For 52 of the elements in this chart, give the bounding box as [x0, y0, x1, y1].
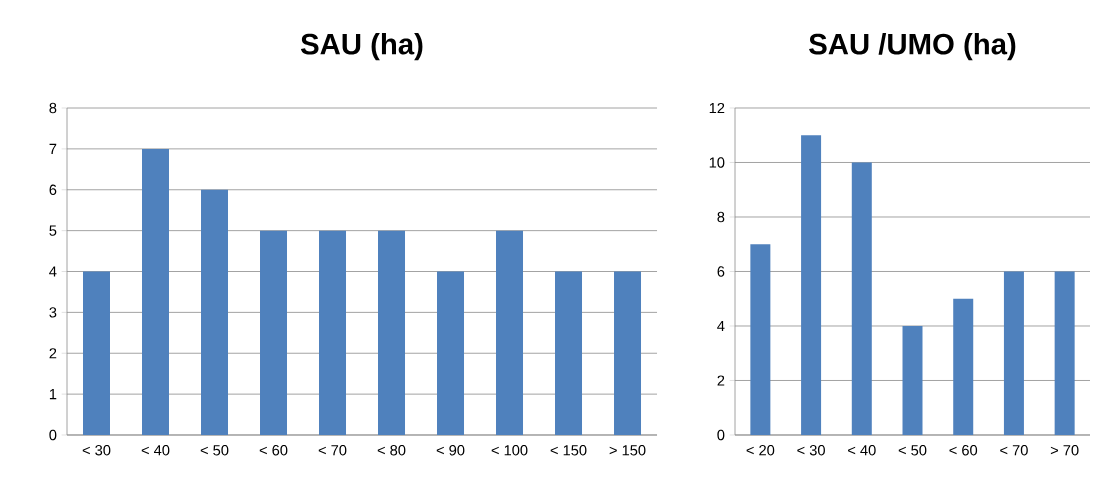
- bar: [1054, 271, 1075, 435]
- x-tick-label: < 40: [141, 445, 170, 456]
- bar: [378, 230, 406, 435]
- bar: [614, 271, 642, 435]
- y-tick-label: 8: [717, 211, 725, 223]
- y-tick-label: 2: [49, 348, 57, 359]
- x-tick-label: < 60: [259, 445, 288, 456]
- x-tick-label: < 100: [491, 445, 528, 456]
- bar: [750, 244, 771, 435]
- y-tick-label: 0: [49, 429, 57, 441]
- y-tick-label: 2: [717, 375, 725, 386]
- x-tick-label: < 90: [436, 445, 465, 456]
- bar: [437, 271, 465, 435]
- y-tick-label: 6: [717, 266, 725, 277]
- x-tick-label: < 60: [949, 445, 978, 456]
- x-tick-label: < 20: [746, 445, 775, 456]
- x-tick-label: < 50: [200, 445, 229, 456]
- x-tick-label: < 70: [318, 445, 347, 456]
- bar: [260, 230, 288, 435]
- x-tick-label: < 30: [82, 445, 111, 456]
- bar: [142, 148, 169, 435]
- y-tick-label: 3: [49, 307, 57, 318]
- bar: [801, 135, 822, 435]
- bar: [953, 298, 974, 435]
- y-tick-label: 5: [49, 225, 57, 236]
- x-tick-label: < 30: [797, 445, 825, 456]
- y-tick-label: 1: [49, 389, 57, 400]
- x-tick-label: > 150: [609, 445, 646, 456]
- y-tick-label: 8: [49, 102, 57, 114]
- x-tick-label: > 70: [1050, 445, 1079, 456]
- bar: [83, 271, 110, 435]
- x-tick-label: < 40: [848, 445, 876, 456]
- bar: [496, 230, 524, 435]
- bar: [201, 189, 229, 435]
- bar: [902, 326, 923, 435]
- y-tick-label: 10: [709, 157, 725, 168]
- x-tick-label: < 50: [898, 445, 927, 456]
- y-tick-label: 12: [709, 102, 725, 114]
- y-tick-label: 4: [717, 320, 725, 332]
- x-tick-label: < 150: [550, 445, 587, 456]
- y-tick-label: 0: [717, 429, 725, 441]
- bar: [1003, 271, 1024, 435]
- bar: [319, 230, 347, 435]
- x-tick-label: < 80: [377, 445, 406, 456]
- chart-title: SAU /UMO (ha): [809, 32, 1016, 61]
- y-tick-label: 7: [49, 143, 57, 154]
- y-tick-label: 6: [49, 184, 57, 195]
- bar: [555, 271, 583, 435]
- chart-title: SAU (ha): [300, 32, 423, 61]
- x-tick-label: < 70: [1000, 445, 1028, 456]
- y-tick-label: 4: [49, 266, 57, 277]
- bar: [851, 162, 872, 435]
